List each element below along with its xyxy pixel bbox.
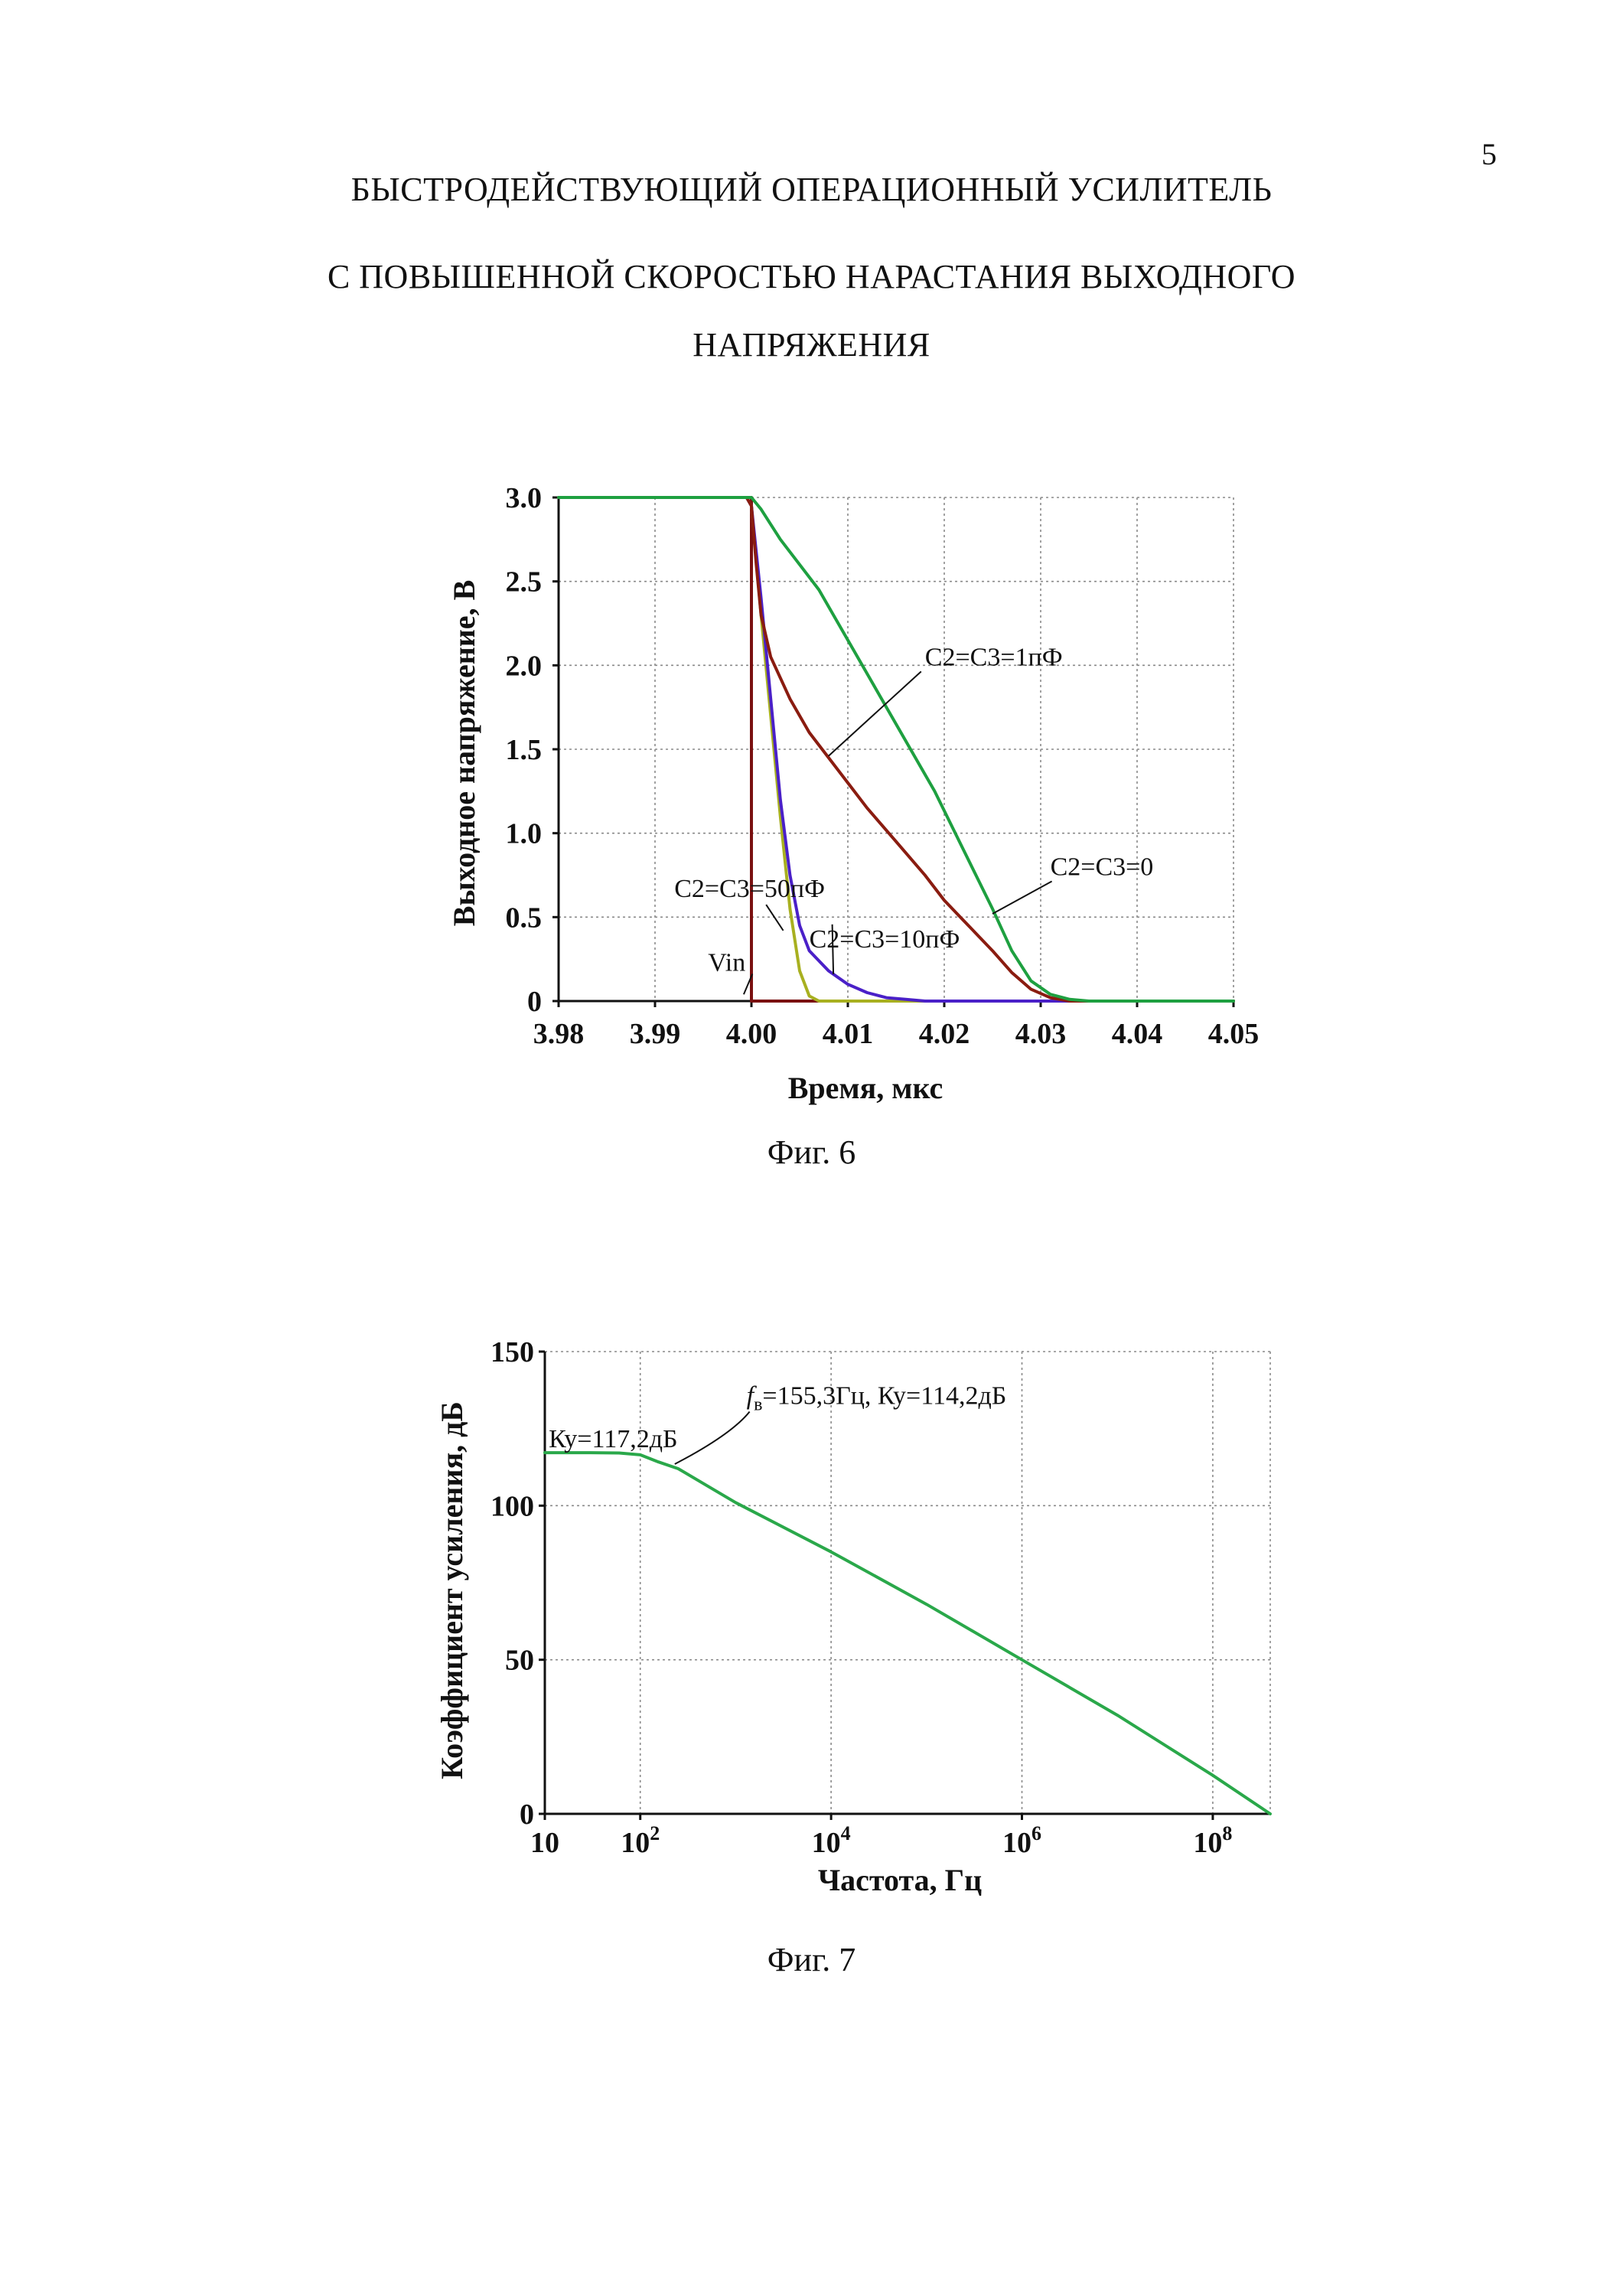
fig7-grid: [545, 1351, 1270, 1814]
title-line-1: БЫСТРОДЕЙСТВУЮЩИЙ ОПЕРАЦИОННЫЙ УСИЛИТЕЛЬ: [350, 171, 1273, 208]
fig6-y-axis-label: Выходное напряжение, В: [447, 580, 481, 926]
title-line-2: С ПОВЫШЕННОЙ СКОРОСТЬЮ НАРАСТАНИЯ ВЫХОДН…: [327, 258, 1296, 295]
fig7-y-axis-label: Коэффициент усиления, дБ: [435, 1401, 469, 1779]
fig7-annotation-leader: [674, 1411, 751, 1465]
fig7-x-tick-label: 10: [530, 1827, 559, 1859]
fig6-x-tick-label: 4.05: [1208, 1018, 1260, 1050]
fig7-y-tick-label: 0: [520, 1799, 534, 1831]
fig6-annotation-leader: [992, 880, 1053, 915]
figure-6-chart: 3.98 3.99 4.00 4.01 4.02 4.03 4.04 4.05 0 0.5 1.0 1…: [447, 482, 1260, 1105]
fig7-x-tick-exponent: 8: [1222, 1822, 1232, 1844]
fig7-x-tick-exponent: 2: [650, 1822, 660, 1844]
fig6-annotation-label: C2=C3=50пФ: [674, 875, 825, 903]
fig7-y-tick-label: 100: [490, 1490, 534, 1522]
fig7-annotation-label: Ку=117,2дБ: [549, 1425, 677, 1453]
fig6-annotation-label: C2=C3=1пФ: [925, 643, 1063, 671]
fig7-y-tick-label: 50: [505, 1645, 534, 1677]
fig7-x-tick-label: 108: [1193, 1822, 1232, 1859]
fig7-annotation-subscript: в: [754, 1394, 762, 1414]
fig7-x-tick-exponent: 6: [1031, 1822, 1041, 1844]
fig6-annotation-label: C2=C3=10пФ: [810, 925, 960, 954]
fig6-y-tick-label: 1.5: [506, 734, 543, 766]
fig6-annotation-label: Vin: [708, 949, 745, 977]
figure-7-caption: Фиг. 7: [767, 1941, 856, 1978]
fig7-y-tick-label: 150: [490, 1336, 534, 1368]
page-number: 5: [1481, 137, 1497, 171]
fig6-y-tick-label: 2.5: [506, 566, 543, 598]
fig6-x-tick-label: 3.99: [630, 1018, 681, 1050]
fig6-x-tick-label: 4.00: [726, 1018, 777, 1050]
fig6-annotation-leader: [828, 670, 922, 757]
fig6-x-tick-label: 4.03: [1015, 1018, 1067, 1050]
fig6-x-tick-label: 4.02: [919, 1018, 970, 1050]
fig7-x-tick-label: 104: [812, 1822, 851, 1859]
fig7-series-gain: [543, 1451, 1272, 1815]
fig6-annotation-leader: [743, 974, 754, 995]
fig6-y-tick-label: 0: [527, 986, 542, 1018]
fig6-x-tick-label: 3.98: [533, 1018, 585, 1050]
fig7-x-axis-label: Частота, Гц: [818, 1863, 982, 1897]
fig6-annotation-label: C2=C3=0: [1051, 853, 1154, 882]
fig6-annotation-leader: [765, 904, 784, 931]
fig6-series-c2-c3-1пф: [557, 496, 1235, 1003]
figure-6-caption: Фиг. 6: [767, 1133, 856, 1171]
fig6-y-tick-label: 2.0: [506, 650, 543, 682]
fig7-x-tick-label: 102: [621, 1822, 660, 1859]
fig6-x-tick-label: 4.01: [823, 1018, 874, 1050]
fig7-x-tick-label: 106: [1002, 1822, 1041, 1859]
title-line-3: НАПРЯЖЕНИЯ: [693, 326, 930, 364]
fig7-annotation-label: fв=155,3Гц, Ку=114,2дБ: [747, 1381, 1007, 1414]
fig6-annotation-leader: [831, 924, 835, 974]
fig6-x-axis-label: Время, мкс: [788, 1071, 943, 1105]
fig6-y-tick-label: 3.0: [506, 482, 543, 514]
fig7-x-tick-exponent: 4: [841, 1822, 851, 1844]
fig6-series-c2-c3-0: [557, 496, 1235, 1003]
fig6-y-tick-label: 1.0: [506, 818, 543, 850]
figure-7-chart: 10 102 104 106 108 0 50 100 150 Частота, Гц Коэффи…: [435, 1336, 1272, 1897]
fig7-annotation-rest: =155,3Гц, Ку=114,2дБ: [762, 1381, 1006, 1410]
fig6-x-tick-label: 4.04: [1112, 1018, 1163, 1050]
fig6-y-tick-label: 0.5: [506, 902, 543, 934]
